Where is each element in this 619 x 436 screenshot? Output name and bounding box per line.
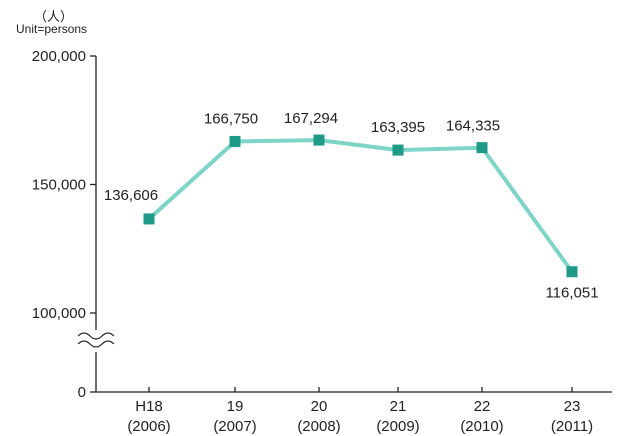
unit-symbol: （人） [34, 9, 74, 24]
data-label: 167,294 [284, 110, 338, 127]
x-tick-label-year: (2011) [551, 418, 593, 435]
series-line [147, 138, 574, 273]
data-label: 166,750 [204, 110, 258, 127]
x-tick-label-year: (2006) [127, 418, 170, 435]
data-point [313, 134, 325, 146]
data-point [566, 266, 578, 278]
x-tick-label: 21 [390, 398, 407, 415]
x-tick-label-year: (2009) [376, 418, 419, 435]
x-tick-label: 22 [474, 398, 491, 415]
unit-label: Unit=persons [16, 22, 88, 36]
y-tick-label: 200,000 [32, 48, 86, 65]
data-label: 136,606 [104, 187, 158, 204]
x-tick-label-year: (2007) [213, 418, 256, 435]
x-tick-label: 20 [311, 398, 328, 415]
data-label: 116,051 [545, 285, 598, 302]
data-point [392, 144, 404, 156]
data-point [143, 213, 155, 225]
x-tick-label: 19 [227, 398, 244, 415]
data-point [476, 142, 488, 154]
x-tick-label: 23 [564, 398, 581, 415]
x-tick-label-year: (2008) [297, 418, 340, 435]
data-label: 164,335 [446, 118, 500, 135]
x-tick-label-year: (2010) [460, 418, 503, 435]
chart-axes: 200,000 150,000 100,000 0 [32, 48, 612, 401]
data-label: 163,395 [371, 119, 425, 136]
axis-break-mark [77, 340, 115, 348]
data-point [229, 135, 241, 147]
x-tick-label: H18 [135, 398, 163, 415]
chart-labels: H18 (2006) 19 (2007) 20 (2008) 21 (2009) 22 (2010… [104, 110, 599, 435]
y-tick-label: 100,000 [32, 305, 86, 322]
y-tick-label: 150,000 [32, 177, 86, 194]
chart-series [143, 134, 578, 278]
y-tick-label: 0 [78, 384, 86, 401]
axis-break-mark [77, 332, 115, 340]
